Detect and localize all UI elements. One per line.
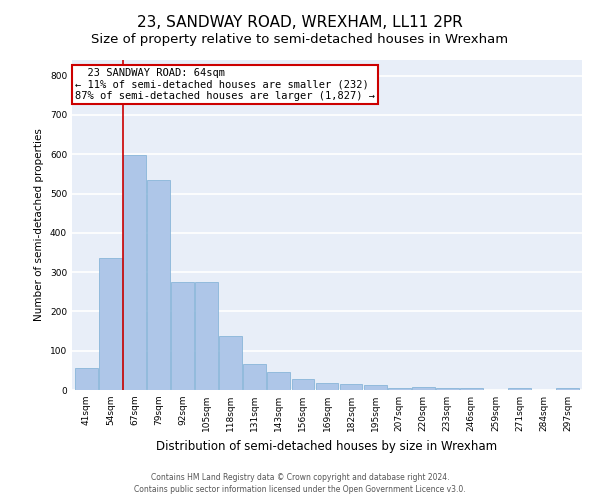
Bar [364, 386, 386, 390]
Bar [388, 388, 410, 390]
Bar [195, 282, 218, 390]
Text: Size of property relative to semi-detached houses in Wrexham: Size of property relative to semi-detach… [91, 32, 509, 46]
Bar [316, 383, 338, 390]
Bar [412, 387, 434, 390]
Bar [220, 336, 242, 390]
Bar [268, 372, 290, 390]
Text: Contains HM Land Registry data © Crown copyright and database right 2024.
Contai: Contains HM Land Registry data © Crown c… [134, 472, 466, 494]
Bar [292, 380, 314, 390]
Bar [123, 156, 146, 390]
X-axis label: Distribution of semi-detached houses by size in Wrexham: Distribution of semi-detached houses by … [157, 440, 497, 452]
Bar [244, 364, 266, 390]
Bar [99, 258, 122, 390]
Text: 23, SANDWAY ROAD, WREXHAM, LL11 2PR: 23, SANDWAY ROAD, WREXHAM, LL11 2PR [137, 15, 463, 30]
Bar [460, 388, 483, 390]
Bar [508, 388, 531, 390]
Bar [340, 384, 362, 390]
Bar [75, 368, 98, 390]
Bar [556, 388, 579, 390]
Bar [436, 388, 459, 390]
Bar [147, 180, 170, 390]
Y-axis label: Number of semi-detached properties: Number of semi-detached properties [34, 128, 44, 322]
Bar [171, 282, 194, 390]
Text: 23 SANDWAY ROAD: 64sqm
← 11% of semi-detached houses are smaller (232)
87% of se: 23 SANDWAY ROAD: 64sqm ← 11% of semi-det… [75, 68, 375, 101]
